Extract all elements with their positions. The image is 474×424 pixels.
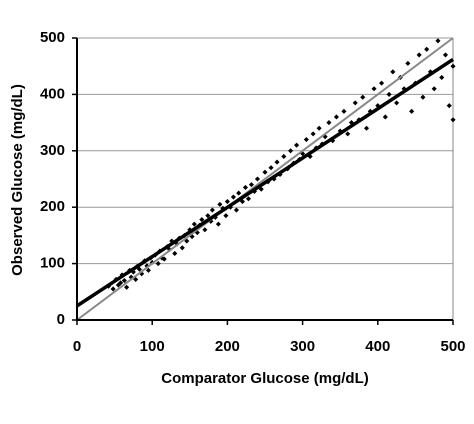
point xyxy=(217,201,223,207)
point xyxy=(409,108,415,114)
point xyxy=(420,94,426,100)
point xyxy=(268,165,274,171)
point xyxy=(262,169,268,175)
point xyxy=(172,250,178,256)
point xyxy=(405,60,411,66)
point xyxy=(390,69,396,75)
point xyxy=(294,142,300,148)
point xyxy=(199,217,205,223)
identity-line xyxy=(76,37,454,321)
point xyxy=(155,261,161,267)
point xyxy=(450,63,456,69)
y-axis-title: Observed Glucose (mg/dL) xyxy=(9,84,26,276)
point xyxy=(386,91,392,97)
point xyxy=(242,184,248,191)
point xyxy=(303,136,309,143)
point xyxy=(236,190,242,196)
point xyxy=(202,227,208,233)
point xyxy=(345,131,351,137)
point xyxy=(341,108,347,114)
point xyxy=(326,120,332,126)
point xyxy=(363,125,370,131)
point xyxy=(416,52,422,58)
point xyxy=(118,280,124,286)
point xyxy=(230,194,236,200)
y-tick-label: 0 xyxy=(57,311,65,328)
point xyxy=(224,199,230,205)
x-tick-label: 300 xyxy=(290,338,315,355)
point xyxy=(439,74,445,81)
x-axis-title: Comparator Glucose (mg/dL) xyxy=(161,370,369,387)
point xyxy=(233,207,239,213)
point xyxy=(424,46,430,52)
y-tick-label: 200 xyxy=(40,198,65,215)
point xyxy=(161,256,167,262)
point xyxy=(124,284,130,290)
point xyxy=(205,213,211,219)
point xyxy=(333,114,339,120)
point xyxy=(145,267,151,273)
point xyxy=(446,103,452,109)
point xyxy=(245,196,252,202)
point xyxy=(281,153,287,159)
x-tick-label: 500 xyxy=(440,338,465,355)
point xyxy=(360,94,366,100)
y-tick-label: 500 xyxy=(40,29,65,46)
point xyxy=(352,100,358,106)
x-tick-label: 400 xyxy=(365,338,390,355)
regression-line xyxy=(76,57,454,308)
x-tick-label: 200 xyxy=(215,338,240,355)
point xyxy=(450,117,456,123)
y-tick-label: 400 xyxy=(40,85,65,102)
point xyxy=(136,266,142,272)
point xyxy=(310,131,316,137)
point xyxy=(215,221,221,227)
x-tick-label: 100 xyxy=(140,338,165,355)
point xyxy=(179,245,185,251)
point xyxy=(442,52,449,58)
point xyxy=(288,148,294,154)
point xyxy=(435,38,441,44)
point xyxy=(394,100,400,106)
point xyxy=(209,207,215,213)
y-tick-label: 100 xyxy=(40,255,65,272)
y-tick-label: 300 xyxy=(40,142,65,159)
point xyxy=(379,80,385,86)
point xyxy=(223,213,229,219)
x-tick-label: 0 xyxy=(73,338,81,355)
point xyxy=(316,125,322,131)
point xyxy=(191,221,197,227)
point xyxy=(110,286,116,292)
point xyxy=(274,159,280,165)
point xyxy=(254,176,261,182)
point xyxy=(248,182,255,188)
point xyxy=(382,114,388,120)
point xyxy=(431,86,437,92)
point xyxy=(371,86,377,92)
